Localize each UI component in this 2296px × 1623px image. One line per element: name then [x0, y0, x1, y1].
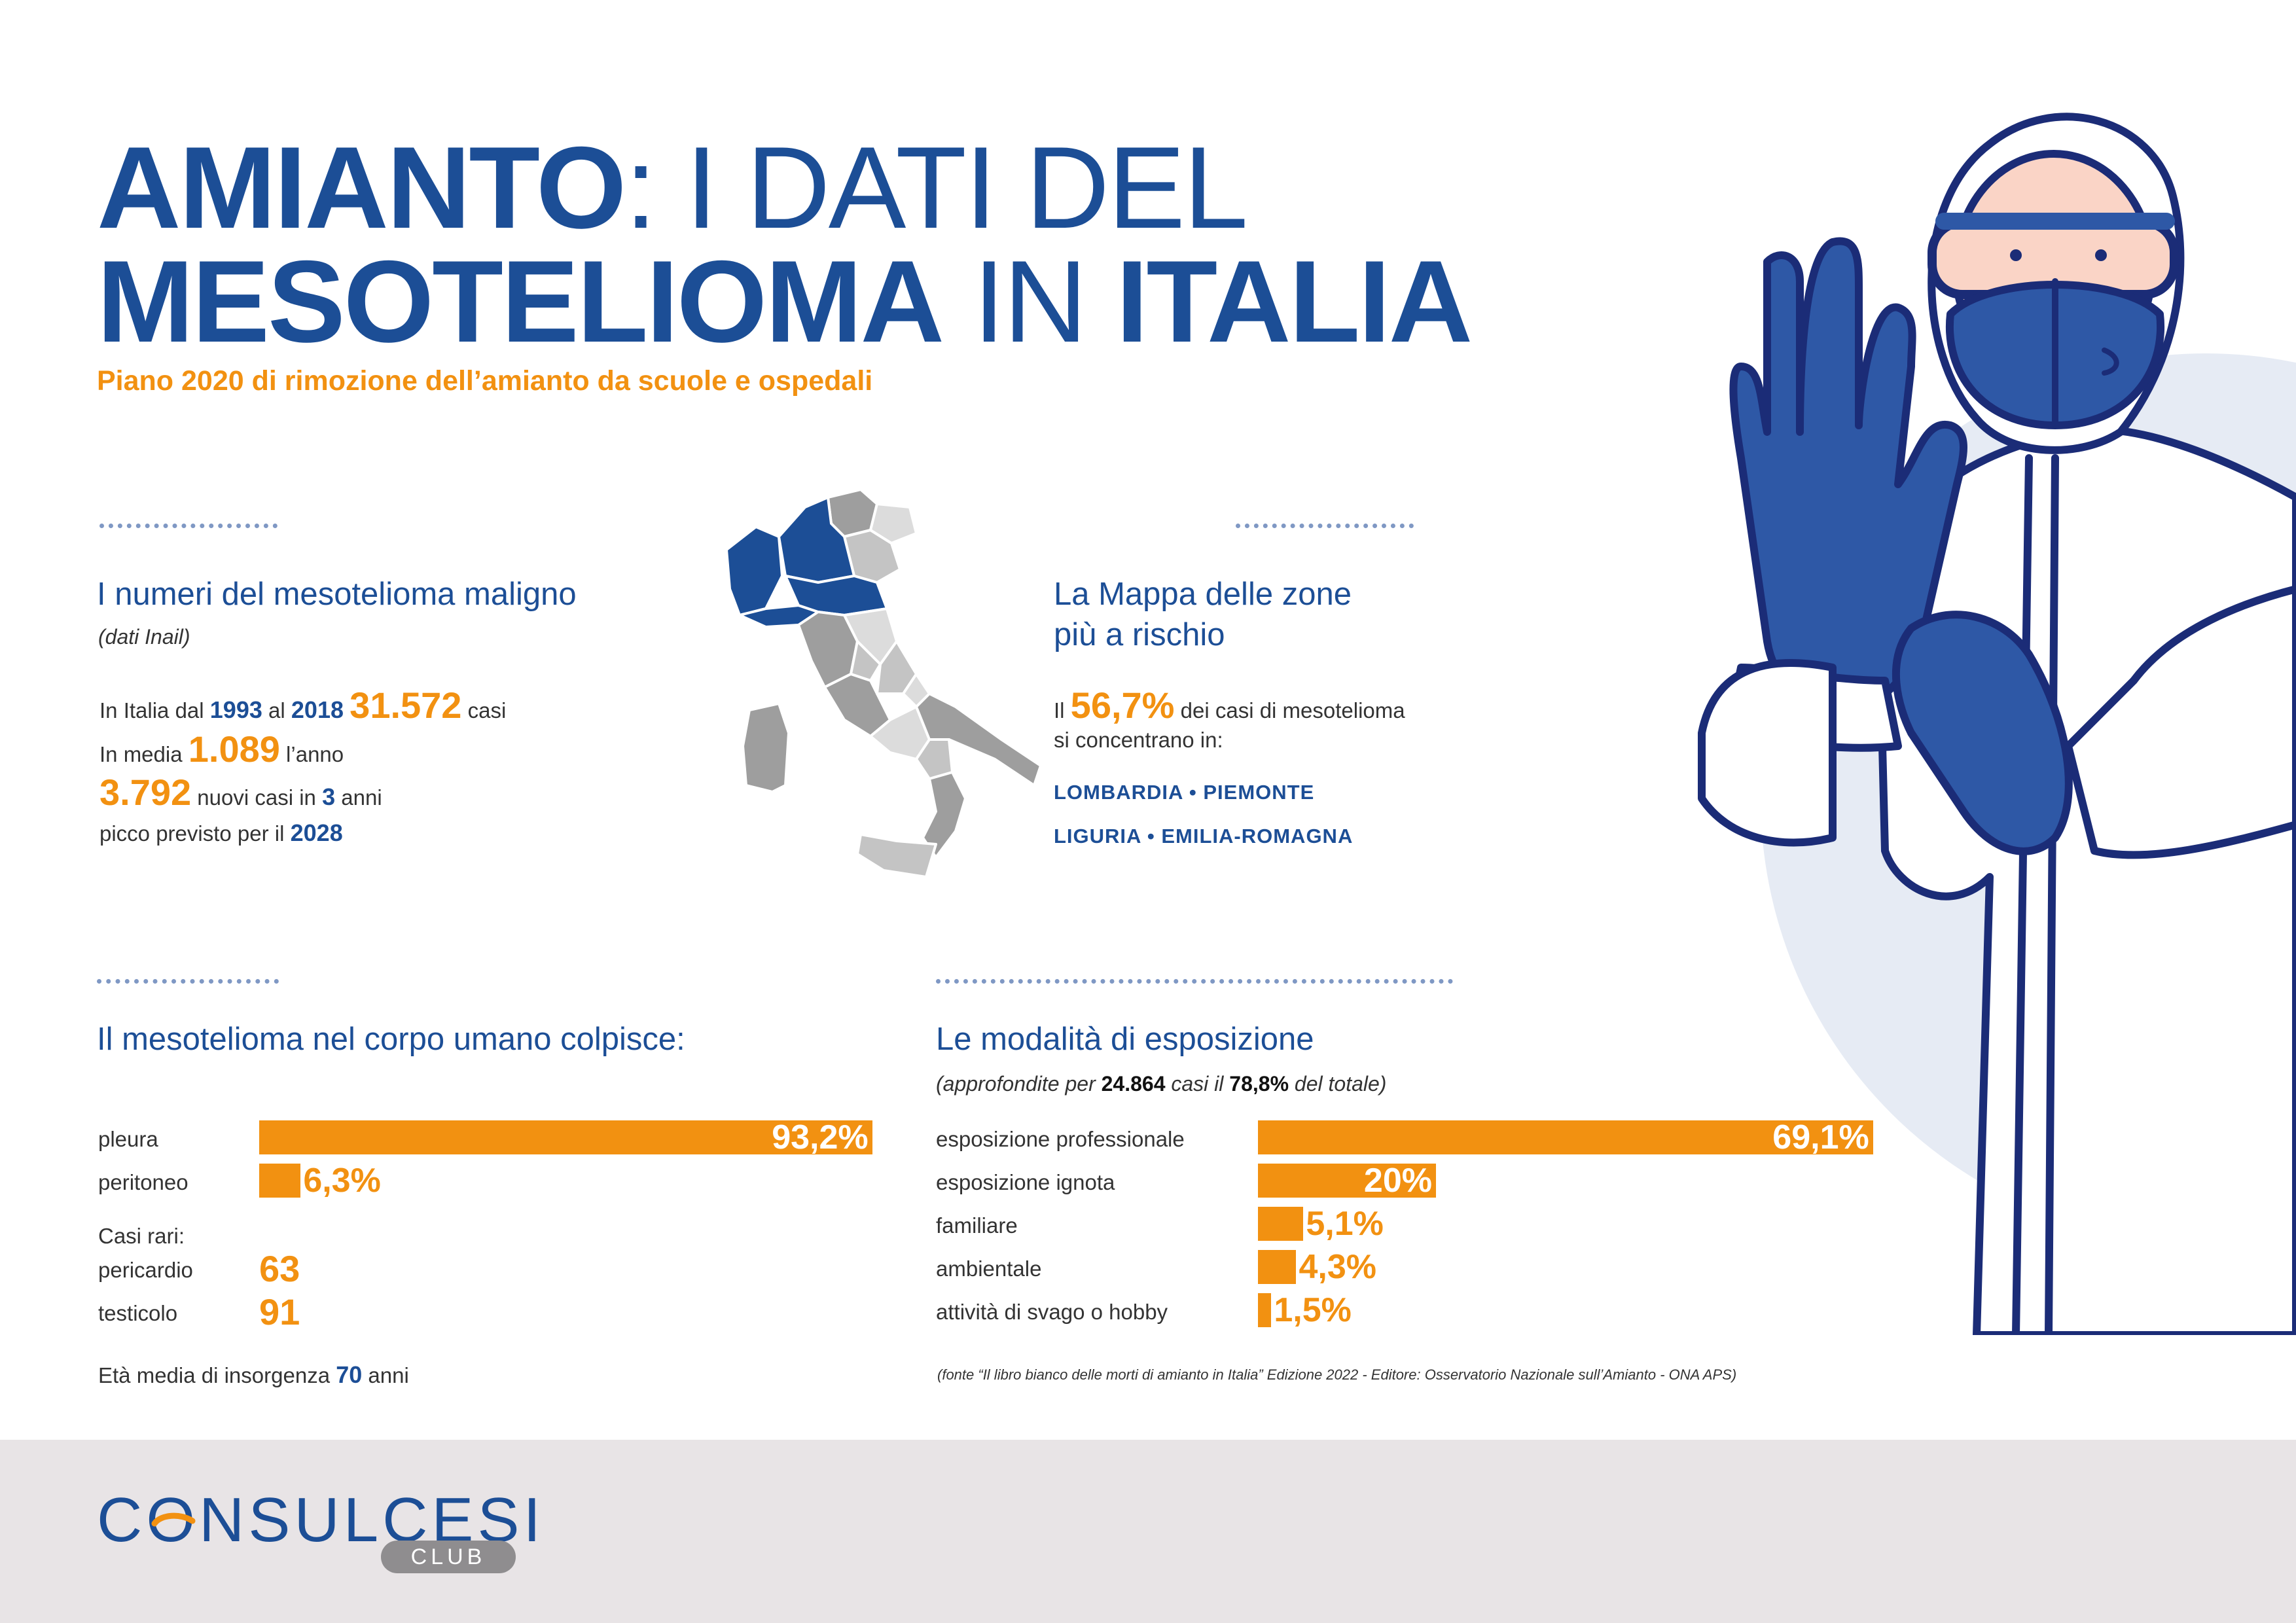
exposure-bar-4 [1258, 1293, 1272, 1327]
divider-numbers [99, 524, 278, 528]
subtitle: Piano 2020 di rimozione dell’amianto da … [97, 365, 873, 397]
body-label-pleura: pleura [98, 1127, 158, 1151]
rare-label-pericardio: pericardio [98, 1258, 193, 1282]
exposure-bar-1 [1258, 1164, 1436, 1198]
title-italia: ITALIA [1116, 236, 1473, 366]
l2-text-b: l’anno [279, 742, 344, 766]
exposure-heading: Le modalità di esposizione [936, 1022, 1314, 1057]
map-l1-text-b: dei casi di mesotelioma [1174, 698, 1405, 722]
title-rest-1: : I DATI DEL [624, 122, 1248, 253]
title-line-1: AMIANTO: I DATI DEL [97, 130, 1248, 246]
age-text-b: anni [362, 1363, 409, 1387]
exposure-bar-label-4: 1,5% [1274, 1291, 1352, 1329]
italy-risk-map [725, 488, 1042, 878]
year-1993: 1993 [209, 696, 262, 723]
numbers-line-1: In Italia dal 1993 al 2018 31.572 casi [99, 684, 506, 726]
map-l1-text-a: Il [1054, 698, 1071, 722]
exposure-bar-label-1: 20% [1363, 1162, 1432, 1200]
l1-text-c: casi [461, 698, 507, 722]
map-heading-line-1: La Mappa delle zone [1054, 577, 1352, 612]
map-region-sicilia [856, 833, 937, 878]
exposure-label-environmental: ambientale [936, 1257, 1042, 1281]
map-region-piemonte [725, 526, 783, 616]
map-region-sardegna [742, 702, 790, 793]
body-bar-0 [259, 1120, 872, 1154]
years-count: 3 [322, 783, 336, 810]
data-source-note: (fonte “Il libro bianco delle morti di a… [937, 1366, 1737, 1383]
exposure-label-hobby: attività di svago o hobby [936, 1300, 1168, 1324]
exposure-bar-label-0: 69,1% [1772, 1118, 1869, 1156]
year-2018: 2018 [291, 696, 344, 723]
numbers-line-3: 3.792 nuovi casi in 3 anni [99, 771, 382, 813]
age-value: 70 [336, 1361, 363, 1388]
body-bar-chart: 93,2% 6,3% [259, 1120, 874, 1205]
yearly-average-value: 1.089 [188, 728, 280, 770]
footer-band [0, 1440, 2296, 1623]
brand-club-badge: CLUB [381, 1541, 516, 1573]
map-region-calabria [922, 771, 967, 859]
rare-label-testicolo: testicolo [98, 1301, 178, 1325]
map-region-friuli [869, 503, 918, 544]
peak-year: 2028 [290, 819, 343, 846]
exposure-note: (approfondite per 24.864 casi il 78,8% d… [936, 1072, 1386, 1096]
l1-text-b: al [262, 698, 291, 722]
note-text-a: (approfondite per [936, 1072, 1102, 1096]
rare-cases-label: Casi rari: [98, 1224, 185, 1248]
l1-text-a: In Italia dal [99, 698, 210, 722]
numbers-source: (dati Inail) [98, 625, 190, 649]
exposure-bar-2 [1258, 1207, 1304, 1241]
exposure-label-professional: esposizione professionale [936, 1127, 1185, 1151]
divider-map [1236, 524, 1414, 528]
note-percentage: 78,8% [1229, 1072, 1289, 1096]
divider-body [97, 979, 279, 984]
body-bar-1 [259, 1164, 301, 1198]
l4-text-a: picco previsto per il [99, 821, 291, 846]
divider-exposure [936, 979, 1453, 984]
numbers-line-4: picco previsto per il 2028 [99, 819, 343, 847]
l3-text-b: anni [335, 785, 382, 810]
age-text-a: Età media di insorgenza [98, 1363, 336, 1387]
map-line-1: Il 56,7% dei casi di mesotelioma [1054, 684, 1405, 726]
note-cases: 24.864 [1101, 1072, 1166, 1096]
exposure-bar-label-2: 5,1% [1306, 1205, 1384, 1243]
numbers-line-2: In media 1.089 l’anno [99, 728, 344, 770]
exposure-label-unknown: esposizione ignota [936, 1170, 1115, 1194]
l2-text-a: In media [99, 742, 188, 766]
age-line: Età media di insorgenza 70 anni [98, 1361, 409, 1389]
numbers-heading: I numeri del mesotelioma maligno [97, 577, 577, 612]
l3-text-a: nuovi casi in [191, 785, 323, 810]
body-bar-label-0: 93,2% [772, 1118, 869, 1156]
protective-suit-worker-illustration [1698, 113, 2296, 1335]
regions-line-2: LIGURIA • EMILIA-ROMAGNA [1054, 825, 1354, 847]
note-text-c: del totale) [1289, 1072, 1387, 1096]
risk-percentage: 56,7% [1070, 685, 1175, 726]
new-cases-value: 3.792 [99, 772, 192, 813]
rare-value-pericardio: 63 [259, 1248, 300, 1289]
map-heading-line-2: più a rischio [1054, 617, 1225, 652]
exposure-bar-0 [1258, 1120, 1873, 1154]
exposure-bar-label-3: 4,3% [1299, 1248, 1376, 1286]
body-label-peritoneo: peritoneo [98, 1170, 188, 1194]
exposure-label-family: familiare [936, 1213, 1018, 1238]
total-cases-value: 31.572 [350, 685, 462, 726]
rare-value-testicolo: 91 [259, 1291, 300, 1332]
body-heading: Il mesotelioma nel corpo umano colpisce: [97, 1022, 685, 1057]
regions-line-1: LOMBARDIA • PIEMONTE [1054, 781, 1315, 804]
title-line-2: MESOTELIOMA IN ITALIA [97, 243, 1473, 360]
title-in: IN [942, 236, 1117, 366]
map-region-basilicata [915, 738, 954, 780]
brand-swoosh-icon [151, 1512, 196, 1527]
title-mesotelioma: MESOTELIOMA [97, 236, 944, 366]
exposure-bar-chart: 69,1% 20% 5,1% 4,3% 1,5% [1258, 1120, 1873, 1336]
note-text-b: casi il [1165, 1072, 1230, 1096]
body-bar-label-1: 6,3% [303, 1162, 381, 1200]
title-amianto: AMIANTO [97, 122, 626, 253]
exposure-bar-3 [1258, 1250, 1297, 1284]
map-line-2: si concentrano in: [1054, 728, 1223, 752]
